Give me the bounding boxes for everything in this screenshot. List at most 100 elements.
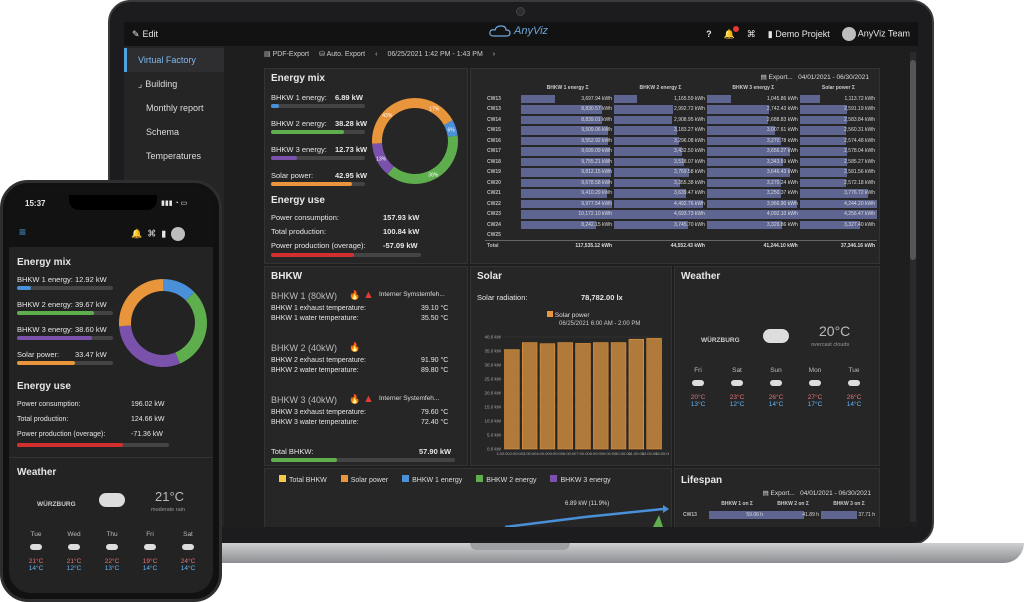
lifespan-export-button[interactable]: ▤ Export...: [762, 490, 795, 497]
phone-mix-value: 39.67 kW: [75, 300, 107, 309]
bhkw-unit-name: BHKW 1 (80kW): [271, 291, 338, 301]
project-selector[interactable]: ▮ Demo Projekt: [768, 29, 830, 40]
cell-value: 1,113.72 kWh: [844, 95, 875, 102]
donut-slice: [443, 120, 458, 138]
bookmark-icon[interactable]: ▮: [161, 228, 167, 239]
legend-item[interactable]: BHKW 1 energy: [402, 475, 462, 484]
x-tick-label: 3:00:00: [523, 451, 537, 456]
sidebar-item-schema[interactable]: Schema: [146, 127, 180, 137]
cell-bar: [706, 220, 783, 229]
lifespan-table: BHKW 1 on Σ BHKW 2 on Σ BHKW 3 on Σ CW13 59.…: [681, 499, 877, 520]
cell-bar: [821, 510, 857, 519]
cell-value: 9,977.54 kWh: [581, 200, 613, 207]
anyviz-logo[interactable]: AnyViz: [489, 25, 548, 37]
week-cell: CW14: [487, 116, 501, 123]
prev-range-button[interactable]: ‹: [375, 50, 378, 58]
lifespan-card: Lifespan ▤ Export... 04/01/2021 - 06/30/…: [674, 468, 880, 527]
bhkw-warning-text[interactable]: Interner Symstemfeh...: [379, 291, 445, 298]
pdf-export-button[interactable]: ▤ PDF-Export: [264, 51, 310, 58]
export-button[interactable]: ▤ Export...: [760, 74, 793, 81]
cell-value: 4,256.47 kWh: [844, 211, 875, 218]
cloud-shape: [30, 544, 42, 550]
lifespan-title: Lifespan: [681, 475, 723, 486]
sidebar-item-virtual-factory[interactable]: Virtual Factory: [124, 48, 224, 72]
solar-bar: [610, 342, 627, 450]
cloud-shape: [809, 380, 821, 386]
table-header-cell: BHKW 1 energy Σ: [546, 85, 589, 92]
phone-mix-value: 12.92 kW: [75, 275, 107, 284]
energy-mix-card: Energy mix BHKW 1 energy: 6.89 kW BHKW 2 e…: [264, 68, 468, 264]
cloud-icon: [722, 380, 752, 388]
solar-bar: [593, 342, 609, 450]
table-row: CW16 9,552.92 kWh 3,296.08 kWh 3,270.78 kWh…: [485, 136, 877, 147]
warning-icon[interactable]: ▲: [363, 393, 374, 405]
user-menu[interactable]: AnyViz Team: [841, 27, 910, 41]
sitemap-icon[interactable]: ⌘: [746, 28, 756, 39]
cloud-icon: [59, 544, 89, 552]
bhkw-temp-label: BHKW 2 water temperature:: [271, 367, 359, 374]
table-row: CW22 9,977.54 kWh 4,492.76 kWh 3,966.90 kWh…: [485, 199, 877, 210]
user-name: AnyViz Team: [857, 28, 910, 39]
bell-icon[interactable]: 🔔: [131, 228, 143, 239]
legend-item[interactable]: BHKW 3 energy: [550, 475, 611, 484]
cell-value: 8,830.57 kWh: [581, 106, 613, 113]
energy-mix-label: Solar power:: [271, 171, 314, 180]
cell-value: 4,244.20 kWh: [844, 200, 875, 207]
scrollbar[interactable]: [910, 52, 916, 522]
table-cell: 3,639.47 kWh: [614, 188, 707, 199]
laptop-screen: ✎ Edit AnyViz ? 🔔 ⌘ ▮ Demo Projekt AnyVi…: [124, 22, 918, 527]
y-tick-label: 0.0 kW: [487, 447, 502, 452]
cell-bar: [614, 199, 703, 208]
table-cell: 3,697.94 kWh: [521, 94, 614, 105]
warning-icon[interactable]: ▲: [363, 289, 374, 301]
phone-forecast-day: Tue 21°C 14°C: [21, 531, 51, 572]
sidebar-item-monthly-report[interactable]: Monthly report: [146, 103, 204, 113]
phone-mix-bar-fill: [17, 361, 75, 365]
cell-value: 3,745.70 kWh: [674, 221, 705, 228]
bhkw-warning-text[interactable]: Interner Systemfeh...: [379, 395, 440, 402]
x-tick-label: 11:00:00: [629, 451, 645, 456]
sidebar-item-building[interactable]: ⌟ Building: [124, 72, 224, 96]
overage-bar-fill: [271, 253, 354, 257]
legend-item[interactable]: Solar power: [340, 475, 388, 484]
energy-use-value: 100.84 kW: [383, 227, 420, 236]
help-icon[interactable]: ?: [706, 29, 712, 39]
edit-button[interactable]: ✎ Edit: [132, 29, 158, 40]
donut-slice: [119, 279, 164, 327]
table-cell: 3,432.50 kWh: [614, 146, 707, 157]
table-cell: 2,583.84 kWh: [799, 115, 877, 126]
bell-icon[interactable]: 🔔: [724, 25, 739, 40]
x-tick-label: 6:00:00: [563, 451, 577, 456]
table-row: CW20 9,678.58 kWh 3,355.38 kWh 3,270.24 kWh…: [485, 178, 877, 189]
cell-bar: [521, 147, 610, 156]
next-range-button[interactable]: ›: [492, 50, 496, 58]
cell-value: 4,492.76 kWh: [674, 200, 705, 207]
auto-export-button[interactable]: ⛁ Auto. Export: [319, 51, 366, 58]
legend-item[interactable]: Total BHKW: [279, 475, 327, 484]
sidebar-item-temperatures[interactable]: Temperatures: [146, 151, 202, 161]
week-cell: Total: [487, 243, 499, 249]
donut-slice: [387, 135, 458, 184]
hamburger-menu-icon[interactable]: ≡: [19, 225, 27, 239]
energy-mix-value: 42.95 kW: [335, 171, 368, 180]
table-cell: [800, 230, 877, 241]
legend-item[interactable]: BHKW 2 energy: [476, 475, 536, 484]
bhkw-temp-value: 39.10 °C: [421, 305, 449, 312]
bhkw-temp-value: 35.50 °C: [421, 315, 449, 322]
cloud-icon: [97, 544, 127, 552]
cloud-shape: [692, 380, 704, 386]
sitemap-icon[interactable]: ⌘: [147, 228, 157, 239]
cell-bar: [799, 157, 847, 166]
bhkw-temp-label: BHKW 3 water temperature:: [271, 419, 359, 426]
energy-use-label: Power consumption:: [271, 213, 339, 222]
date-range: 06/25/2021 1:42 PM - 1:43 PM: [387, 50, 483, 58]
cell-bar: [521, 105, 602, 114]
phone-mix-label: BHKW 1 energy:: [17, 275, 73, 284]
scrollbar-thumb[interactable]: [910, 60, 916, 260]
notification-badge: [732, 25, 739, 32]
x-tick-label: 10:00:00: [615, 451, 631, 456]
lifespan-cell: 59.06 h: [709, 510, 766, 521]
week-cell: CW17: [487, 148, 501, 155]
phone-weather-temp: 21°C: [155, 489, 185, 504]
avatar[interactable]: [171, 227, 186, 241]
